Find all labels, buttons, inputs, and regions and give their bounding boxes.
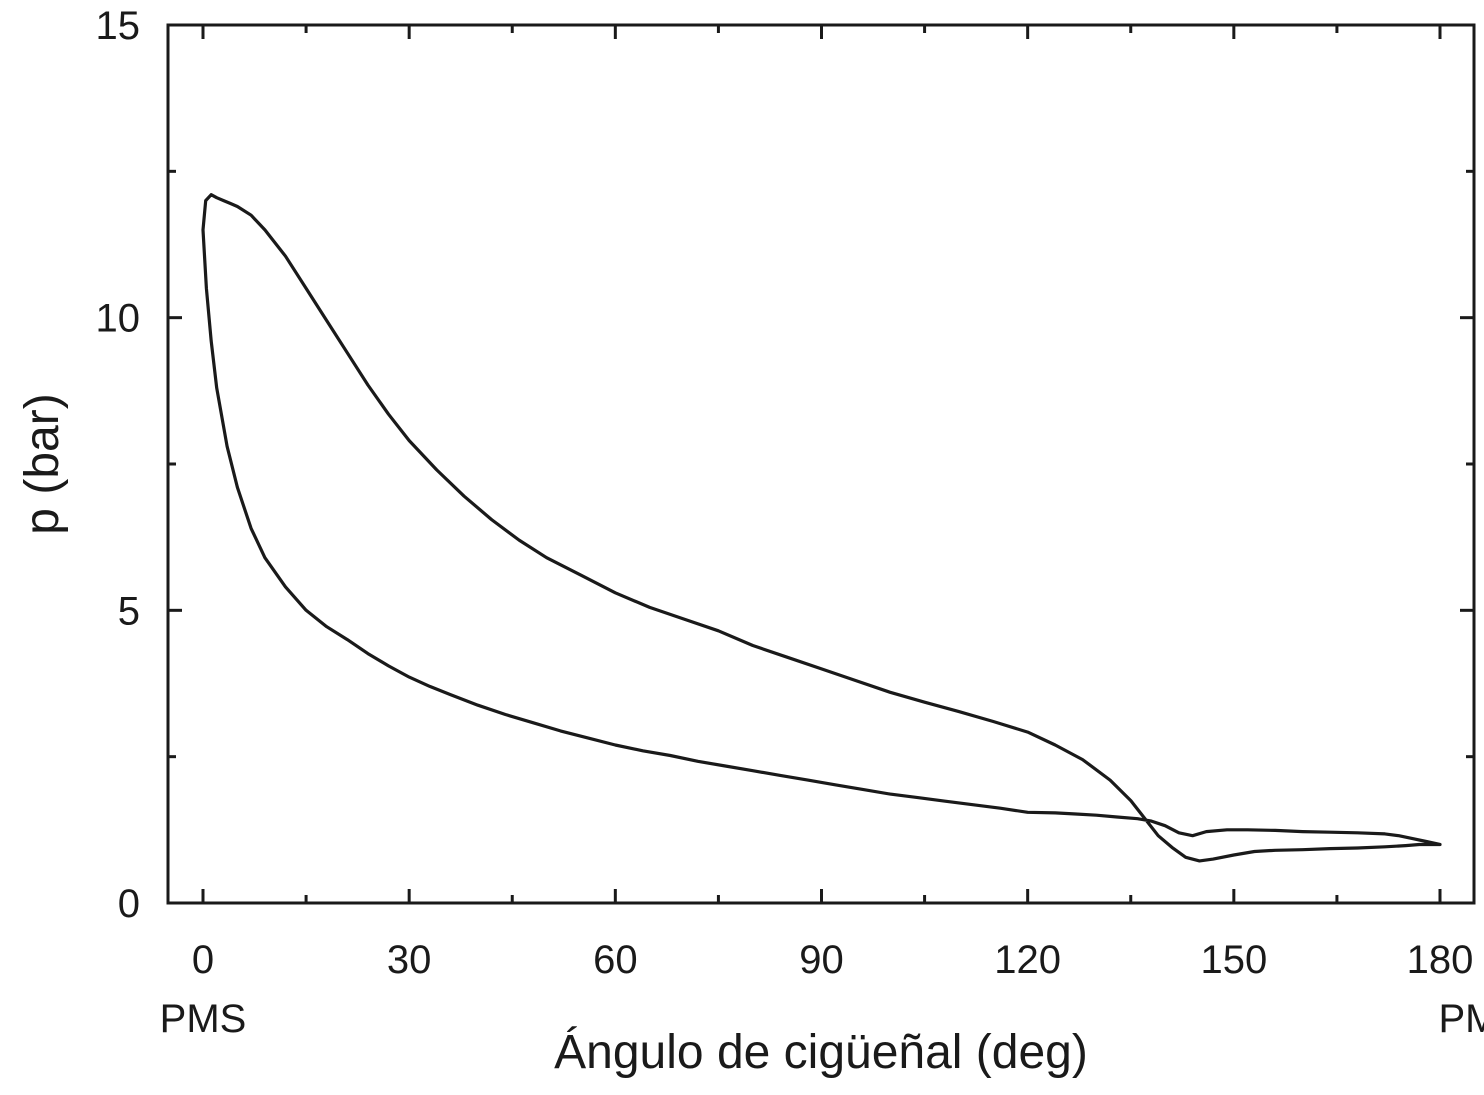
- y-axis-title: p (bar): [16, 393, 69, 534]
- x-tick-label: 180: [1407, 938, 1474, 982]
- pressure-curve: [201, 193, 1442, 863]
- x-tick-label: 30: [387, 938, 432, 982]
- plot-frame: [166, 23, 1476, 905]
- y-tick-label: 10: [96, 297, 141, 341]
- annotations: PMS PMI: [160, 997, 1484, 1041]
- series-group: [201, 193, 1442, 863]
- x-tick-label: 120: [994, 938, 1061, 982]
- y-axis-tick-labels: 0 5 10 15: [96, 4, 141, 926]
- x-tick-label: 60: [593, 938, 638, 982]
- y-axis-major-ticks: [168, 23, 1474, 905]
- x-axis-title: Ángulo de cigüeñal (deg): [554, 1026, 1088, 1079]
- annotation-pmi: PMI: [1438, 997, 1484, 1041]
- y-tick-label: 5: [118, 589, 140, 633]
- x-tick-label: 0: [192, 938, 214, 982]
- x-tick-label: 90: [799, 938, 844, 982]
- y-tick-label: 0: [118, 882, 140, 926]
- y-axis-minor-ticks: [168, 169, 1474, 759]
- x-tick-label: 150: [1200, 938, 1267, 982]
- y-tick-label: 15: [96, 4, 141, 48]
- x-axis-tick-labels: 0 30 60 90 120 150 180: [192, 938, 1474, 982]
- x-axis-major-ticks: [201, 25, 1442, 903]
- x-axis-minor-ticks: [304, 25, 1339, 903]
- annotation-pms: PMS: [160, 997, 247, 1041]
